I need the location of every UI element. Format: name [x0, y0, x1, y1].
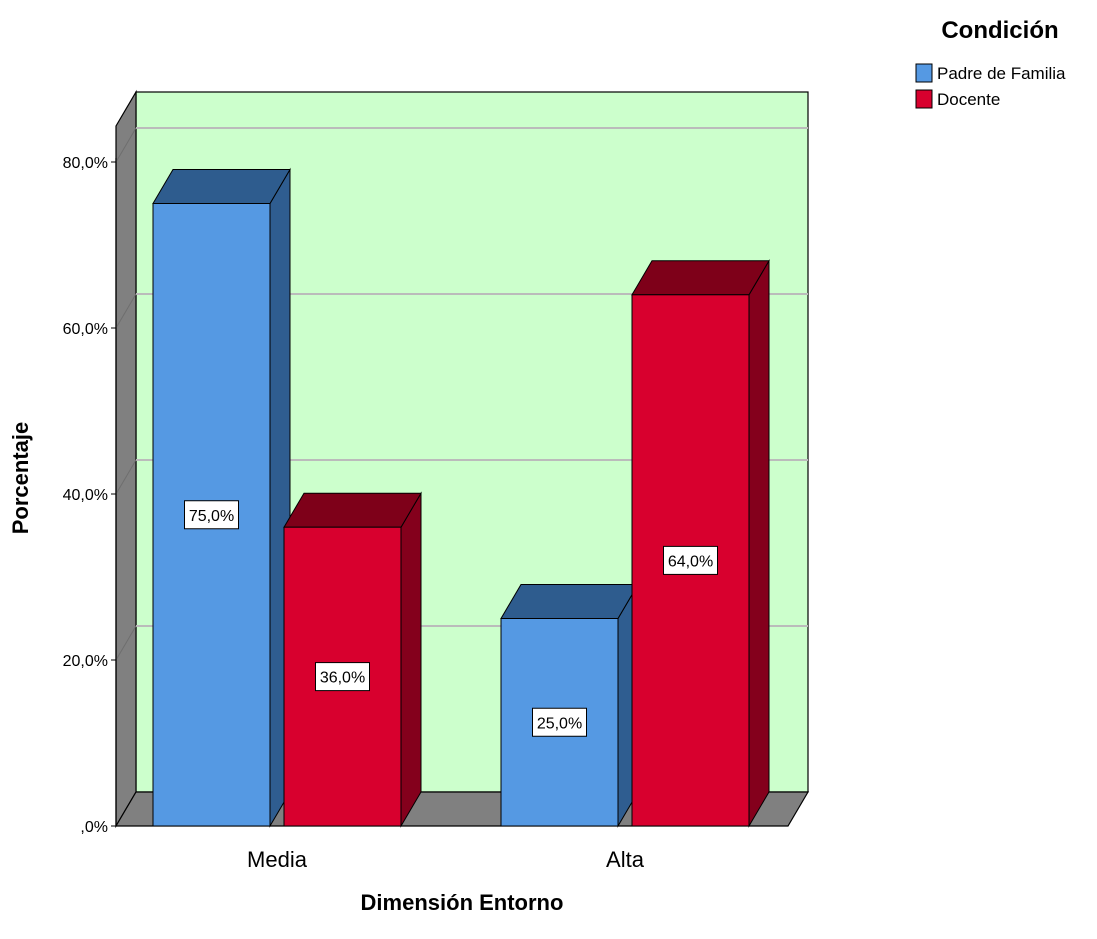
data-label-text: 75,0% — [189, 508, 234, 525]
side-gridline — [115, 459, 137, 495]
data-label-box — [663, 545, 718, 575]
bar-side — [400, 491, 422, 828]
side-gridline — [115, 625, 137, 661]
data-label-text: 36,0% — [320, 670, 365, 687]
legend-swatch — [915, 89, 933, 109]
data-label-text: 64,0% — [668, 553, 713, 570]
bar — [283, 491, 422, 828]
side-gridline — [115, 293, 137, 329]
bar-top — [152, 169, 291, 204]
side-wall — [115, 89, 137, 829]
bar — [631, 258, 770, 828]
y-axis-title: Porcentaje — [8, 422, 33, 535]
side-gridline — [115, 127, 137, 163]
bar-top — [500, 584, 639, 619]
bar-top — [631, 260, 770, 296]
legend: Condición Padre de Familia Docente — [915, 17, 1066, 109]
data-label-box — [315, 662, 370, 692]
data-label: 36,0% — [315, 662, 370, 692]
data-label: 75,0% — [184, 500, 239, 530]
bar — [500, 582, 639, 828]
y-tick-label: 60,0% — [63, 321, 108, 338]
bar-top — [283, 492, 422, 528]
legend-label: Docente — [937, 90, 1000, 109]
legend-title: Condición — [941, 17, 1058, 44]
data-label: 25,0% — [532, 707, 587, 737]
legend-label: Padre de Familia — [937, 64, 1066, 83]
y-tick-label: 20,0% — [63, 653, 108, 670]
y-tick-label: ,0% — [80, 819, 108, 836]
data-label: 64,0% — [663, 545, 718, 575]
legend-item: Docente — [915, 89, 1000, 109]
x-tick-label: Media — [247, 847, 308, 872]
x-tick-label: Alta — [606, 847, 645, 872]
y-axis: ,0% 20,0% 40,0% 60,0% 80,0% — [63, 155, 117, 836]
y-tick-label: 80,0% — [63, 155, 108, 172]
data-label-box — [532, 707, 587, 737]
bar-side — [748, 258, 770, 828]
x-axis-title: Dimensión Entorno — [361, 890, 564, 915]
bar — [152, 167, 291, 828]
data-label-text: 25,0% — [537, 715, 582, 732]
x-axis: Media Alta — [247, 847, 645, 872]
data-label-box — [184, 500, 239, 530]
y-tick-label: 40,0% — [63, 487, 108, 504]
legend-swatch — [915, 63, 933, 83]
legend-item: Padre de Familia — [915, 63, 1066, 83]
data-labels: 75,0% 36,0% 25,0% 64,0% — [184, 500, 718, 737]
